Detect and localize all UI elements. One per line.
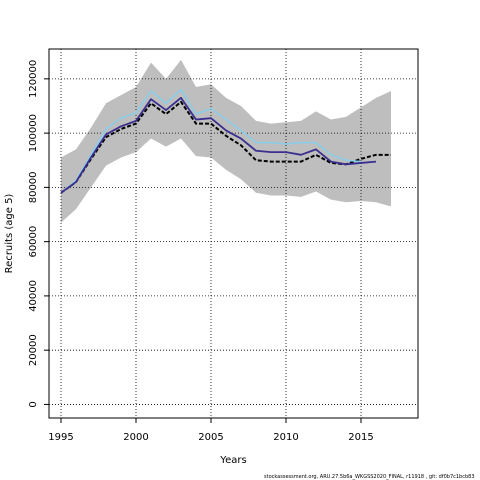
y-tick-label: 40000 [28,280,39,312]
confidence-band-layer [61,59,391,223]
y-tick-label: 60000 [28,226,39,258]
series-layer [60,88,391,194]
y-tick-label: 100000 [28,114,39,152]
series-line-2 [60,88,362,194]
y-tick-label: 20000 [28,334,39,366]
x-tick-label: 2010 [273,432,298,443]
y-axis: 0 20000 40000 60000 80000 100000 120000 [28,60,49,408]
confidence-band [61,59,391,223]
x-axis-title: Years [219,455,246,466]
x-tick-label: 2005 [198,432,223,443]
y-tick-label: 80000 [28,171,39,203]
y-tick-label: 120000 [28,60,39,98]
series-line-3 [60,96,377,194]
y-axis-title: Recruits (age 5) [4,194,15,274]
x-tick-label: 2000 [123,432,148,443]
y-tick-label: 0 [28,401,39,407]
plot-frame [48,48,419,419]
x-tick-label: 2015 [348,432,373,443]
footer-credit: stockassessment.org, ARU.27.5b6a_WKGSS20… [264,474,475,480]
x-tick-label: 1995 [48,432,73,443]
x-axis: 1995 2000 2005 2010 2015 [48,418,374,443]
